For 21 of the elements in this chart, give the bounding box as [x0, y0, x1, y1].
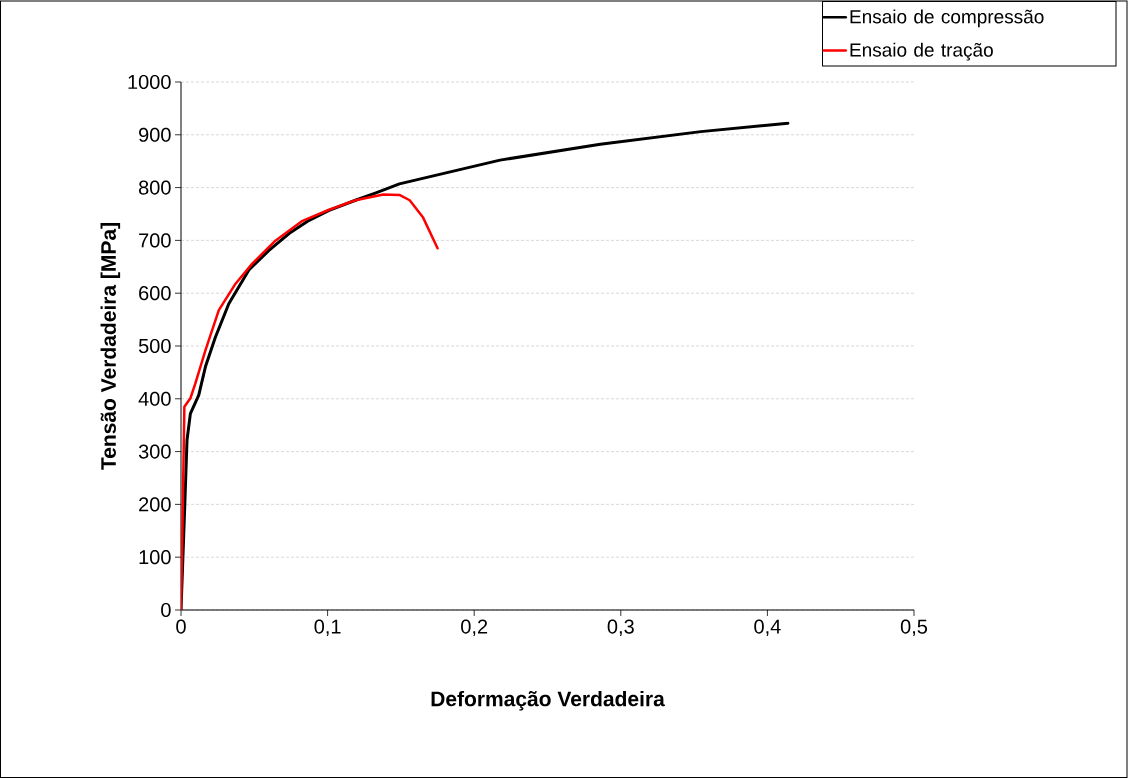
x-tick-label: 0,5	[900, 619, 928, 637]
y-axis-title: Tensão Verdadeira [MPa]	[100, 223, 121, 470]
y-tick-label: 900	[139, 127, 171, 142]
x-axis-title: Deformação Verdadeira	[431, 690, 665, 711]
y-tick-label: 600	[139, 286, 171, 301]
y-tick-label: 1000	[128, 74, 171, 90]
x-tick-label: 0,2	[461, 619, 488, 637]
x-tick-label: 0,3	[607, 619, 634, 637]
x-tick-label: 0,4	[754, 619, 781, 637]
legend-label: Ensaio de compressão	[850, 9, 1044, 28]
y-tick-label: 500	[138, 338, 171, 354]
y-tick-label: 200	[139, 497, 171, 512]
y-tick-label: 700	[139, 233, 171, 248]
x-tick-label: 0,1	[314, 619, 341, 637]
x-tick-label: 0	[176, 619, 186, 634]
y-tick-label: 400	[138, 391, 171, 406]
y-tick-label: 300	[138, 444, 171, 459]
legend-label: Ensaio de tração	[850, 42, 993, 61]
y-tick-label: 100	[139, 550, 171, 565]
y-tick-label: 0	[161, 602, 171, 618]
y-tick-label: 800	[138, 180, 171, 195]
